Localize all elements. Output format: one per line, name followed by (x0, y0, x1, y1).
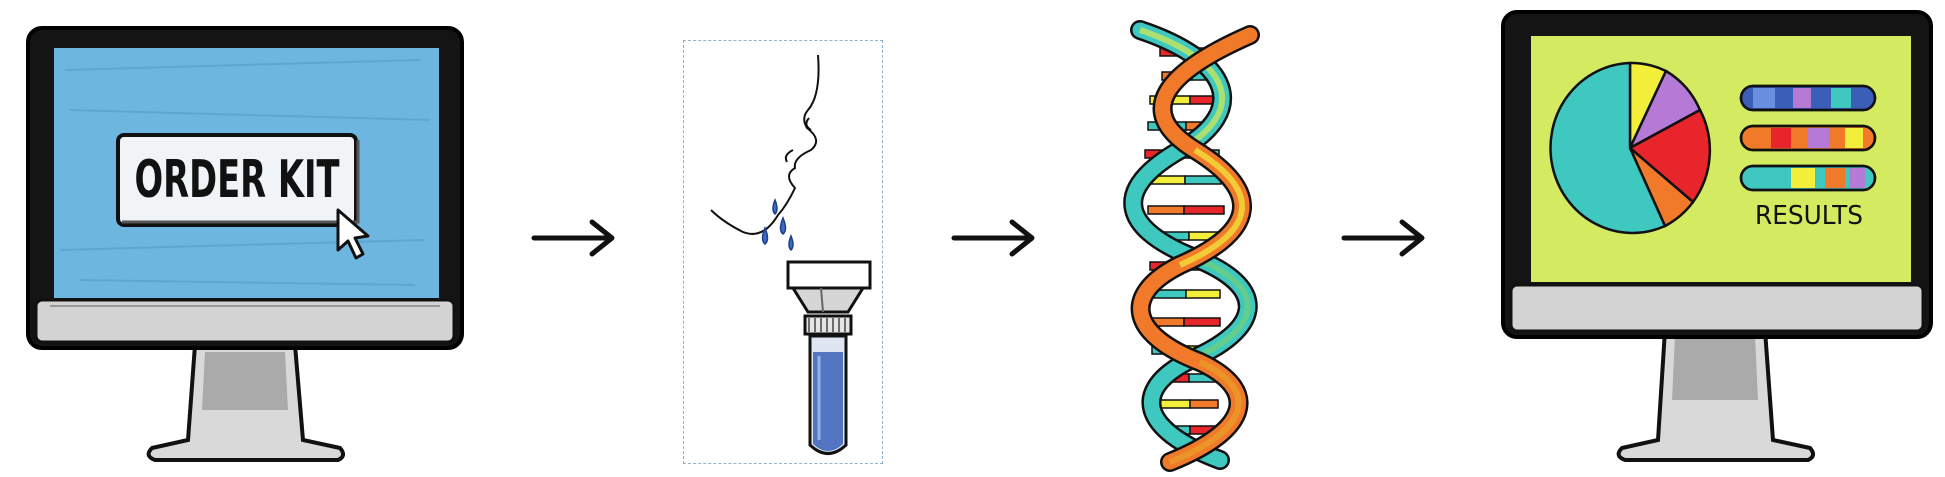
dna-double-helix-icon (1123, 20, 1260, 472)
drop-icon (772, 197, 778, 216)
drop-icon (788, 233, 794, 252)
right-arrow-icon (951, 219, 1035, 257)
order-kit-monitor: ORDER KIT (26, 26, 464, 462)
pie-slice (1549, 61, 1667, 235)
results-pie-chart (1549, 61, 1712, 235)
drop-icon (779, 216, 787, 235)
results-bars (1739, 84, 1877, 192)
sample-frame (683, 40, 883, 464)
order-kit-button[interactable] (116, 133, 358, 227)
results-label: RESULTS (1755, 201, 1863, 231)
saliva-sample-tube-icon (710, 54, 872, 455)
order-kit-label: ORDER KIT (135, 150, 340, 210)
face-profile (710, 54, 820, 235)
drop-icon (761, 226, 769, 245)
right-arrow-icon (1341, 219, 1425, 257)
mouse-cursor-icon (336, 208, 370, 260)
pie-slice (1627, 108, 1712, 204)
right-arrow-icon (531, 219, 615, 257)
results-monitor: RESULTS (1501, 10, 1933, 462)
